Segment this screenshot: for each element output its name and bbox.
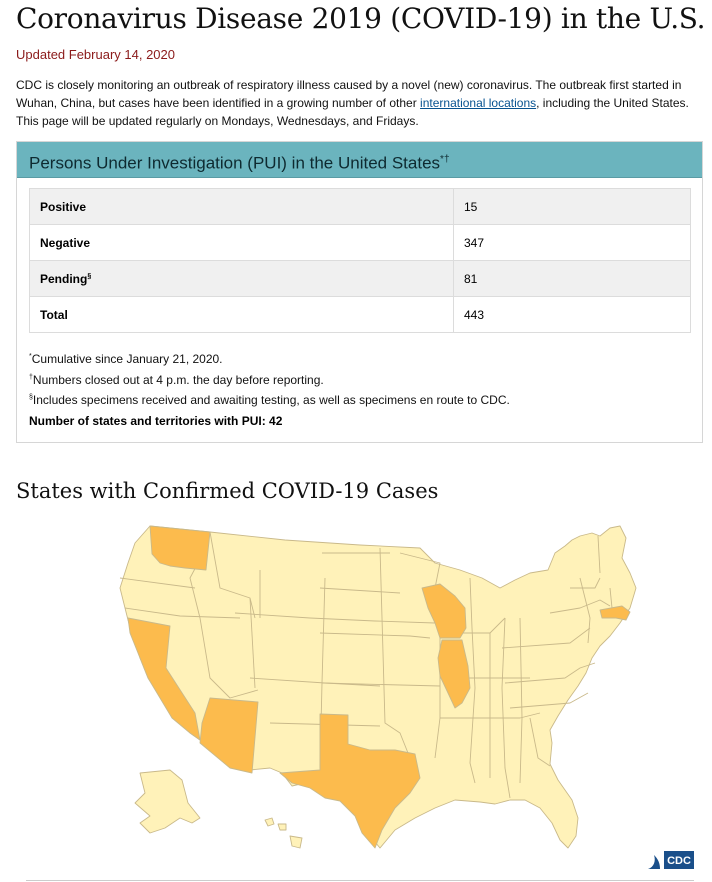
divider bbox=[26, 880, 694, 881]
footnote: *Cumulative since January 21, 2020. bbox=[29, 352, 223, 366]
state-count: Number of states and territories with PU… bbox=[29, 414, 283, 428]
footnotes: *Cumulative since January 21, 2020. †Num… bbox=[29, 348, 510, 410]
intro-paragraph: CDC is closely monitoring an outbreak of… bbox=[16, 76, 698, 130]
updated-date: Updated February 14, 2020 bbox=[16, 47, 175, 62]
row-label: Positive bbox=[29, 188, 454, 225]
row-value: 443 bbox=[453, 296, 691, 333]
state-wisconsin bbox=[421, 583, 467, 639]
hhs-eagle-icon bbox=[648, 855, 660, 869]
map-heading: States with Confirmed COVID-19 Cases bbox=[16, 479, 439, 503]
pui-table: Positive 15 Negative 347 Pending§ 81 Tot… bbox=[29, 188, 691, 333]
row-label: Total bbox=[29, 296, 454, 333]
row-label: Pending§ bbox=[29, 260, 454, 297]
row-value: 15 bbox=[453, 188, 691, 225]
row-value: 81 bbox=[453, 260, 691, 297]
footnote: §Includes specimens received and awaitin… bbox=[29, 393, 510, 407]
state-california bbox=[127, 617, 201, 741]
pui-card: Persons Under Investigation (PUI) in the… bbox=[16, 141, 703, 443]
intro-text-1: CDC is closely monitoring an outbreak of… bbox=[16, 78, 682, 110]
row-value: 347 bbox=[453, 224, 691, 261]
table-row: Pending§ 81 bbox=[29, 260, 691, 297]
state-hawaii bbox=[264, 817, 303, 849]
us-map bbox=[119, 525, 637, 849]
footnote-mark: § bbox=[87, 272, 92, 280]
state-washington bbox=[149, 525, 211, 571]
pui-heading-marks: *† bbox=[440, 154, 450, 165]
table-row: Negative 347 bbox=[29, 224, 691, 261]
table-row: Positive 15 bbox=[29, 188, 691, 225]
row-label: Negative bbox=[29, 224, 454, 261]
state-alaska bbox=[134, 769, 201, 834]
cdc-logo-text: CDC bbox=[667, 855, 691, 867]
page-title: Coronavirus Disease 2019 (COVID-19) in t… bbox=[16, 2, 706, 35]
footnote: †Numbers closed out at 4 p.m. the day be… bbox=[29, 372, 324, 387]
pui-heading-text: Persons Under Investigation (PUI) in the… bbox=[29, 153, 441, 173]
state-arizona bbox=[199, 697, 259, 774]
state-texas bbox=[279, 713, 421, 849]
intro-text-2: , including the United States. This page… bbox=[16, 96, 689, 128]
state-illinois bbox=[437, 639, 471, 709]
state-massachusetts bbox=[599, 605, 631, 621]
cdc-logo: CDC bbox=[648, 851, 694, 869]
international-locations-link[interactable]: international locations bbox=[420, 96, 537, 110]
table-row: Total 443 bbox=[29, 296, 691, 333]
pui-card-heading: Persons Under Investigation (PUI) in the… bbox=[17, 142, 702, 178]
